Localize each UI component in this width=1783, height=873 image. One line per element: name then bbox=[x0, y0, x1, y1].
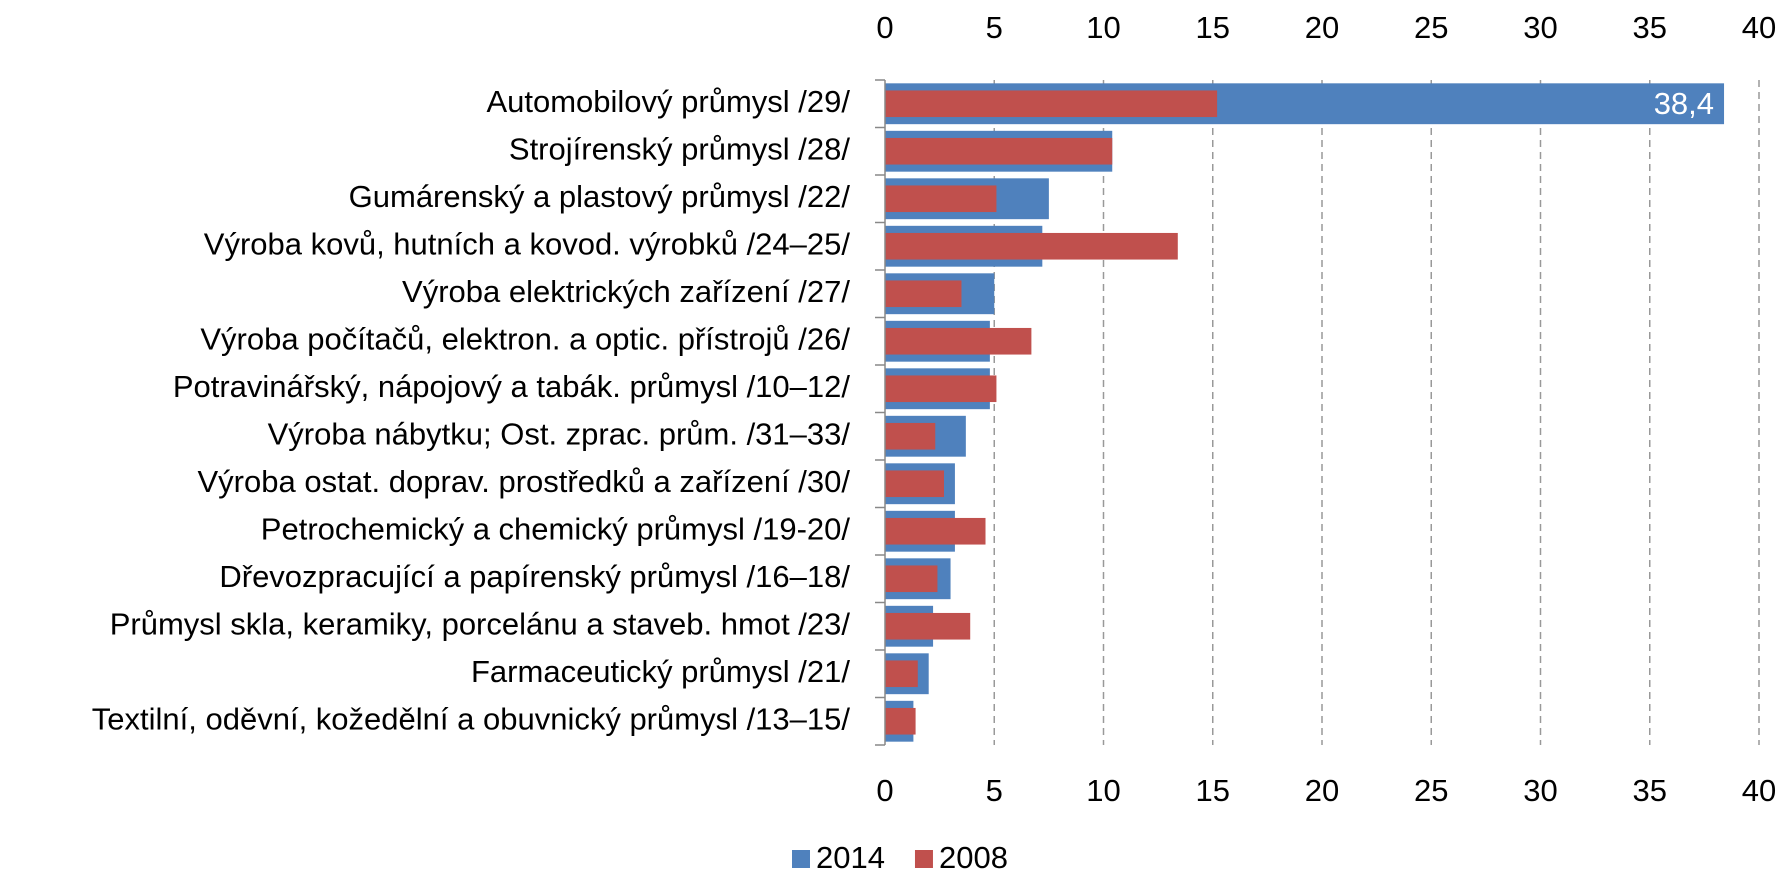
bar bbox=[885, 137, 1113, 165]
y-tick-label: Výroba počítačů, elektron. a optic. přís… bbox=[200, 321, 850, 356]
bar bbox=[885, 612, 971, 640]
bar bbox=[885, 707, 916, 735]
x-tick-label: 30 bbox=[1523, 10, 1557, 45]
legend-swatch bbox=[914, 850, 933, 868]
y-tick-label: Výroba nábytku; Ost. zprac. prům. /31–33… bbox=[268, 416, 851, 451]
x-tick-label: 20 bbox=[1305, 10, 1339, 45]
bar bbox=[885, 185, 997, 213]
x-tick-label: 5 bbox=[986, 773, 1003, 808]
x-tick-label: 25 bbox=[1414, 773, 1448, 808]
x-tick-label: 25 bbox=[1414, 10, 1448, 45]
y-tick-label: Textilní, oděvní, kožedělní a obuvnický … bbox=[92, 701, 851, 736]
legend-swatch bbox=[792, 850, 810, 868]
bar bbox=[885, 375, 997, 403]
bar bbox=[885, 280, 962, 308]
y-tick-label: Gumárenský a plastový průmysl /22/ bbox=[349, 179, 851, 214]
y-tick-label: Petrochemický a chemický průmysl /19-20/ bbox=[261, 511, 851, 546]
y-tick-label: Farmaceutický průmysl /21/ bbox=[471, 654, 850, 689]
bar bbox=[885, 90, 1218, 118]
bar bbox=[885, 470, 944, 498]
bar bbox=[885, 660, 918, 688]
bar bbox=[885, 232, 1178, 260]
x-tick-label: 30 bbox=[1523, 773, 1557, 808]
x-tick-label: 0 bbox=[876, 10, 893, 45]
bar bbox=[885, 565, 938, 593]
x-tick-label: 35 bbox=[1633, 773, 1667, 808]
legend-label: 2014 bbox=[816, 840, 885, 873]
y-tick-label: Potravinářský, nápojový a tabák. průmysl… bbox=[173, 369, 851, 404]
legend-label: 2008 bbox=[939, 840, 1008, 873]
y-tick-label: Průmysl skla, keramiky, porcelánu a stav… bbox=[110, 606, 851, 641]
x-tick-label: 15 bbox=[1196, 773, 1230, 808]
x-tick-label: 10 bbox=[1086, 773, 1120, 808]
y-tick-label: Dřevozpracující a papírenský průmysl /16… bbox=[219, 559, 850, 594]
bar bbox=[885, 422, 936, 450]
x-tick-label: 0 bbox=[876, 773, 893, 808]
x-tick-label: 40 bbox=[1742, 773, 1776, 808]
data-label: 38,4 bbox=[1654, 86, 1714, 121]
y-tick-label: Výroba elektrických zařízení /27/ bbox=[402, 274, 850, 309]
y-tick-label: Výroba ostat. doprav. prostředků a zaříz… bbox=[198, 464, 851, 499]
x-tick-label: 20 bbox=[1305, 773, 1339, 808]
x-tick-label: 15 bbox=[1196, 10, 1230, 45]
x-tick-label: 5 bbox=[986, 10, 1003, 45]
bar bbox=[885, 327, 1032, 355]
x-tick-label: 10 bbox=[1086, 10, 1120, 45]
y-tick-label: Automobilový průmysl /29/ bbox=[486, 84, 850, 119]
x-tick-label: 40 bbox=[1742, 10, 1776, 45]
y-tick-label: Strojírenský průmysl /28/ bbox=[509, 131, 850, 166]
bar bbox=[885, 517, 986, 545]
y-tick-label: Výroba kovů, hutních a kovod. výrobků /2… bbox=[204, 226, 851, 261]
x-tick-label: 35 bbox=[1633, 10, 1667, 45]
